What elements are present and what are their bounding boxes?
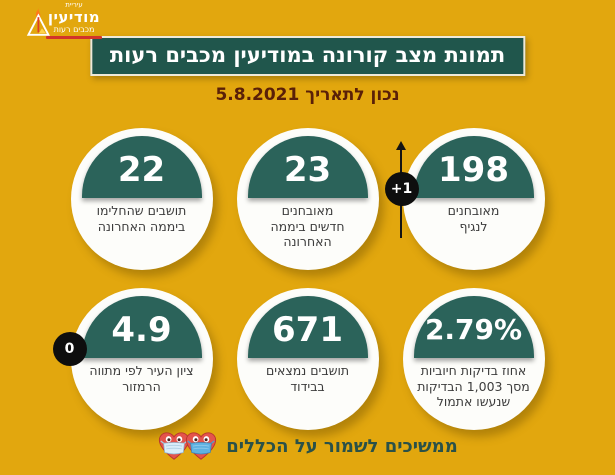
stat-value: 23 bbox=[283, 149, 332, 190]
stat-cell: 0 4.9 ציון העיר לפי מתווה הרמזור bbox=[52, 288, 217, 430]
stat-value: 2.79% bbox=[424, 313, 523, 346]
logo-suffix-label: מכבים רעות bbox=[53, 25, 95, 34]
stat-dome: 23 bbox=[247, 136, 368, 198]
stat-circle-diagnosed-active: +1 198 מאובחנים לנגיף bbox=[384, 128, 545, 270]
stat-dome: 198 bbox=[413, 136, 534, 198]
stat-circle-traffic-score: 0 4.9 ציון העיר לפי מתווה הרמזור bbox=[52, 288, 213, 430]
stat-circle-isolation: 671 תושבים נמצאים בבידוד bbox=[236, 288, 379, 430]
title-banner: תמונת מצב קורונה במודיעין מכבים רעות bbox=[89, 36, 526, 76]
stat-cell: 22 תושבים שהחלימו ביממה האחרונה bbox=[67, 128, 217, 270]
stat-circle-recovered: 22 תושבים שהחלימו ביממה האחרונה bbox=[70, 128, 213, 270]
stat-cell: 2.79% אחוז בדיקות חיוביות מסך 1,003 הבדי… bbox=[399, 288, 549, 430]
as-of-date: נכון לתאריך 5.8.2021 bbox=[215, 85, 400, 105]
stats-row-bottom: 2.79% אחוז בדיקות חיוביות מסך 1,003 הבדי… bbox=[52, 288, 549, 430]
stat-label: תושבים נמצאים בבידוד bbox=[265, 363, 350, 394]
stat-dome: 22 bbox=[81, 136, 202, 198]
heart-mask-icon bbox=[186, 432, 217, 460]
stats-row-top: +1 198 מאובחנים לנגיף 23 מאובחנים חדשים … bbox=[67, 128, 549, 270]
stat-label: תושבים שהחלימו ביממה האחרונה bbox=[96, 203, 187, 234]
logo-authority-label: עיריית bbox=[65, 1, 83, 9]
page-title: תמונת מצב קורונה במודיעין מכבים רעות bbox=[109, 43, 506, 67]
stat-value: 198 bbox=[438, 149, 509, 190]
footer: ממשיכים לשמור על הכללים bbox=[0, 431, 615, 462]
stat-cell: 23 מאובחנים חדשים ביממה האחרונה bbox=[233, 128, 383, 270]
stat-value: 4.9 bbox=[111, 309, 172, 350]
city-emblem-icon bbox=[26, 6, 50, 42]
hearts-with-masks bbox=[157, 431, 218, 462]
stat-cell: 671 תושבים נמצאים בבידוד bbox=[233, 288, 383, 430]
change-badge: 0 bbox=[52, 332, 87, 366]
heart-mask-icon bbox=[159, 432, 190, 460]
stat-dome: 4.9 bbox=[81, 296, 202, 358]
footer-message: ממשיכים לשמור על הכללים bbox=[226, 436, 458, 457]
stat-value: 22 bbox=[117, 149, 166, 190]
change-badge: +1 bbox=[384, 172, 419, 206]
stat-dome: 671 bbox=[247, 296, 368, 358]
stat-label: אחוז בדיקות חיוביות מסך 1,003 הבדיקות שנ… bbox=[417, 363, 530, 410]
stat-label: מאובחנים חדשים ביממה האחרונה bbox=[270, 203, 345, 250]
stat-dome: 2.79% bbox=[413, 296, 534, 358]
municipality-logo: עיריית מודיעין מכבים רעות bbox=[26, 2, 102, 42]
stats-grid: +1 198 מאובחנים לנגיף 23 מאובחנים חדשים … bbox=[0, 128, 615, 430]
logo-red-strip bbox=[46, 36, 102, 39]
stat-cell: +1 198 מאובחנים לנגיף bbox=[384, 128, 549, 270]
logo-text: עיריית מודיעין מכבים רעות bbox=[46, 2, 102, 39]
stat-circle-new-diagnosed: 23 מאובחנים חדשים ביממה האחרונה bbox=[236, 128, 379, 270]
stat-label: מאובחנים לנגיף bbox=[447, 203, 500, 234]
stat-value: 671 bbox=[272, 309, 343, 350]
stat-label: ציון העיר לפי מתווה הרמזור bbox=[89, 363, 194, 394]
logo-city-label: מודיעין bbox=[47, 8, 101, 26]
stat-circle-positive-rate: 2.79% אחוז בדיקות חיוביות מסך 1,003 הבדי… bbox=[402, 288, 545, 430]
